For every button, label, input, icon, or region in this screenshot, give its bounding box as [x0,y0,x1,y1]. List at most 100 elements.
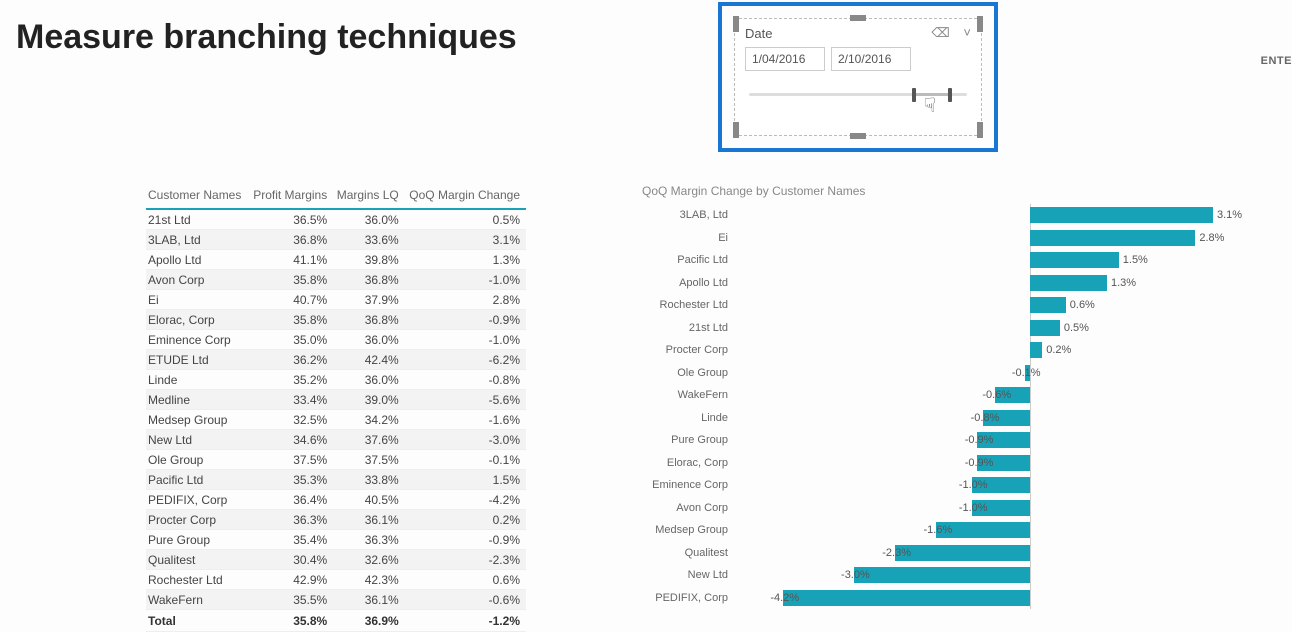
chart-row[interactable]: PEDIFIX, Corp-4.2% [636,587,1286,610]
value-cell: -6.2% [405,350,526,370]
value-cell: 35.8% [249,310,333,330]
table-row[interactable]: PEDIFIX, Corp36.4%40.5%-4.2% [146,490,526,510]
bar[interactable] [854,567,1031,583]
chart-row[interactable]: 21st Ltd0.5% [636,317,1286,340]
chart-row[interactable]: New Ltd -3.0% [636,564,1286,587]
table-row[interactable]: 21st Ltd36.5%36.0%0.5% [146,209,526,230]
table-row[interactable]: Rochester Ltd42.9%42.3%0.6% [146,570,526,590]
table-row[interactable]: Ei40.7%37.9%2.8% [146,290,526,310]
value-cell: -1.0% [405,270,526,290]
chart-row[interactable]: Procter Corp0.2% [636,339,1286,362]
bar-value-label: 0.5% [1064,320,1089,336]
table-row[interactable]: Avon Corp35.8%36.8%-1.0% [146,270,526,290]
chart-row[interactable]: Avon Corp-1.0% [636,497,1286,520]
bar[interactable] [783,590,1030,606]
slider-thumb-left[interactable] [912,88,916,102]
customer-cell: PEDIFIX, Corp [146,490,249,510]
value-cell: 39.8% [333,250,405,270]
chart-row[interactable]: Apollo Ltd1.3% [636,272,1286,295]
table-row[interactable]: Elorac, Corp35.8%36.8%-0.9% [146,310,526,330]
bar-value-label: -3.0% [841,567,870,583]
value-cell: 2.8% [405,290,526,310]
chart-category-label: Eminence Corp [636,479,736,491]
value-cell: 36.3% [333,530,405,550]
chart-category-label: New Ltd [636,569,736,581]
column-header[interactable]: Profit Margins [249,185,333,209]
chart-row[interactable]: Eminence Corp-1.0% [636,474,1286,497]
column-header[interactable]: Customer Names [146,185,249,209]
bar[interactable] [1030,207,1213,223]
date-to-input[interactable] [831,47,911,71]
resize-handle[interactable] [733,122,739,138]
chart-row[interactable]: Linde-0.8% [636,407,1286,430]
value-cell: -1.6% [405,410,526,430]
chart-category-label: Avon Corp [636,502,736,514]
chart-category-label: Pacific Ltd [636,254,736,266]
table-row[interactable]: Apollo Ltd41.1%39.8%1.3% [146,250,526,270]
table-row[interactable]: Pure Group35.4%36.3%-0.9% [146,530,526,550]
value-cell: -1.0% [405,330,526,350]
resize-handle[interactable] [977,16,983,32]
customer-cell: Pacific Ltd [146,470,249,490]
table-row[interactable]: New Ltd34.6%37.6%-3.0% [146,430,526,450]
bar[interactable] [895,545,1030,561]
table-row[interactable]: Medsep Group32.5%34.2%-1.6% [146,410,526,430]
customer-cell: Avon Corp [146,270,249,290]
resize-handle[interactable] [733,16,739,32]
chart-row[interactable]: 3LAB, Ltd3.1% [636,204,1286,227]
chart-row[interactable]: Rochester Ltd0.6% [636,294,1286,317]
table-row[interactable]: Procter Corp36.3%36.1%0.2% [146,510,526,530]
bar[interactable] [1030,275,1107,291]
bar[interactable] [1030,252,1118,268]
table-row[interactable]: WakeFern35.5%36.1%-0.6% [146,590,526,610]
table-row[interactable]: Linde35.2%36.0%-0.8% [146,370,526,390]
date-from-input[interactable] [745,47,825,71]
column-header[interactable]: QoQ Margin Change [405,185,526,209]
value-cell: 37.5% [333,450,405,470]
chart-row[interactable]: Qualitest-2.3% [636,542,1286,565]
slider-thumb-right[interactable] [948,88,952,102]
value-cell: 0.5% [405,209,526,230]
table-row[interactable]: Pacific Ltd35.3%33.8%1.5% [146,470,526,490]
resize-handle[interactable] [850,15,866,21]
table-row[interactable]: ETUDE Ltd36.2%42.4%-6.2% [146,350,526,370]
date-slicer-visual[interactable]: Date ⌫ ˅ ☟ [718,2,998,152]
table-row[interactable]: Medline33.4%39.0%-5.6% [146,390,526,410]
table-row[interactable]: Eminence Corp35.0%36.0%-1.0% [146,330,526,350]
value-cell: 34.2% [333,410,405,430]
date-range-slider[interactable]: ☟ [735,79,981,117]
value-cell: 41.1% [249,250,333,270]
resize-handle[interactable] [977,122,983,138]
chevron-down-icon[interactable]: ˅ [963,25,971,40]
eraser-icon[interactable]: ⌫ [931,25,949,40]
total-cell: 36.9% [333,610,405,632]
chart-row[interactable]: Pacific Ltd1.5% [636,249,1286,272]
chart-row[interactable]: Elorac, Corp-0.9% [636,452,1286,475]
bar[interactable] [1030,297,1065,313]
table-row[interactable]: Qualitest30.4%32.6%-2.3% [146,550,526,570]
value-cell: -0.6% [405,590,526,610]
bar[interactable] [1030,342,1042,358]
chart-row[interactable]: Ei2.8% [636,227,1286,250]
value-cell: 32.5% [249,410,333,430]
chart-row[interactable]: WakeFern-0.6% [636,384,1286,407]
value-cell: 36.1% [333,510,405,530]
margins-table[interactable]: Customer NamesProfit MarginsMargins LQQo… [146,185,526,632]
chart-row[interactable]: Pure Group-0.9% [636,429,1286,452]
value-cell: 36.8% [333,270,405,290]
chart-row[interactable]: Medsep Group-1.6% [636,519,1286,542]
chart-category-label: Elorac, Corp [636,457,736,469]
chart-category-label: Rochester Ltd [636,299,736,311]
chart-row[interactable]: Ole Group-0.1% [636,362,1286,385]
resize-handle[interactable] [850,133,866,139]
table-row[interactable]: 3LAB, Ltd36.8%33.6%3.1% [146,230,526,250]
value-cell: 35.3% [249,470,333,490]
qoq-margin-chart[interactable]: QoQ Margin Change by Customer Names 3LAB… [636,184,1286,609]
value-cell: 35.2% [249,370,333,390]
table-row[interactable]: Ole Group37.5%37.5%-0.1% [146,450,526,470]
bar[interactable] [1030,230,1195,246]
column-header[interactable]: Margins LQ [333,185,405,209]
value-cell: -5.6% [405,390,526,410]
bar[interactable] [1030,320,1059,336]
value-cell: 1.5% [405,470,526,490]
